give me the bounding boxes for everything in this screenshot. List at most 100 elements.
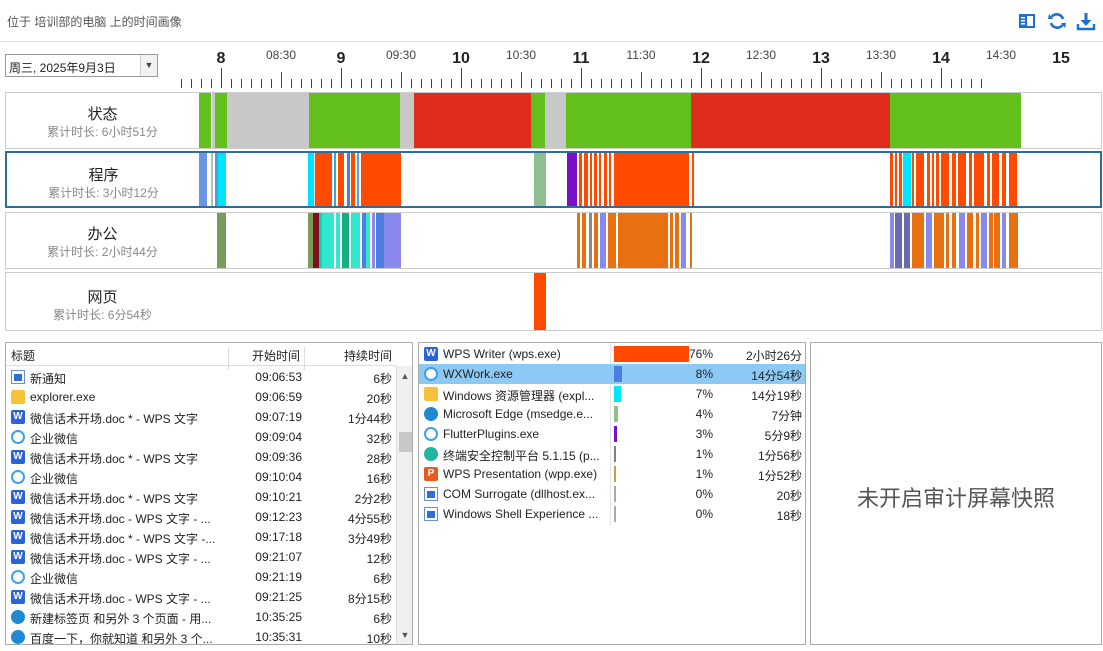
timeline-segment[interactable] bbox=[217, 213, 226, 268]
timeline-segment[interactable] bbox=[904, 213, 910, 268]
timeline-segment[interactable] bbox=[992, 153, 999, 206]
list-item[interactable]: P WPS Presentation (wpp.exe) 1% 1分52秒 bbox=[419, 464, 805, 484]
timeline-segment[interactable] bbox=[545, 93, 566, 148]
timeline-segment[interactable] bbox=[890, 213, 894, 268]
timeline-segment[interactable] bbox=[604, 153, 607, 206]
timeline-segment[interactable] bbox=[594, 213, 598, 268]
timeline-segment[interactable] bbox=[926, 213, 932, 268]
timeline-segment[interactable] bbox=[952, 153, 956, 206]
table-row[interactable]: W 微信话术开场.doc - WPS 文字 - ... 09:21:07 12秒 bbox=[6, 547, 396, 567]
timeline-segment[interactable] bbox=[384, 213, 401, 268]
timeline-segment[interactable] bbox=[590, 153, 592, 206]
timeline-segment[interactable] bbox=[309, 93, 400, 148]
timeline-segment[interactable] bbox=[690, 213, 692, 268]
timeline-segment[interactable] bbox=[361, 153, 401, 206]
list-item[interactable]: WXWork.exe 8% 14分54秒 bbox=[419, 364, 805, 384]
timeline-segment[interactable] bbox=[199, 93, 211, 148]
timeline-segment[interactable] bbox=[308, 153, 314, 206]
timeline-segment[interactable] bbox=[582, 213, 586, 268]
timeline-segment[interactable] bbox=[579, 153, 582, 206]
timeline-segment[interactable] bbox=[376, 213, 384, 268]
timeline-segment[interactable] bbox=[534, 273, 546, 330]
timeline-segment[interactable] bbox=[215, 153, 218, 206]
timeline-segment[interactable] bbox=[691, 93, 699, 148]
download-icon[interactable] bbox=[1076, 11, 1096, 31]
timeline-segment[interactable] bbox=[534, 153, 546, 206]
timeline-segment[interactable] bbox=[227, 93, 309, 148]
timeline-segment[interactable] bbox=[577, 213, 580, 268]
timeline-segment[interactable] bbox=[932, 153, 934, 206]
timeline-segment[interactable] bbox=[372, 213, 375, 268]
column-title[interactable]: 标题 bbox=[11, 349, 36, 363]
column-duration[interactable]: 持续时间 bbox=[344, 349, 393, 363]
date-selector[interactable]: 周三, 2025年9月3日 ▼ bbox=[5, 54, 158, 77]
timeline-segment[interactable] bbox=[589, 213, 592, 268]
timeline-segment[interactable] bbox=[681, 213, 686, 268]
timeline-segment[interactable] bbox=[319, 213, 322, 268]
timeline-segment[interactable] bbox=[934, 213, 944, 268]
table-row[interactable]: 企业微信 09:09:04 32秒 bbox=[6, 427, 396, 447]
timeline-segment[interactable] bbox=[895, 213, 902, 268]
list-item[interactable]: FlutterPlugins.exe 3% 5分9秒 bbox=[419, 424, 805, 444]
timeline-segment[interactable] bbox=[989, 213, 993, 268]
timeline-segment[interactable] bbox=[994, 213, 1000, 268]
timeline-segment[interactable] bbox=[342, 213, 349, 268]
timeline-segment[interactable] bbox=[600, 213, 606, 268]
timeline-segment[interactable] bbox=[313, 213, 319, 268]
table-row[interactable]: explorer.exe 09:06:59 20秒 bbox=[6, 387, 396, 407]
table-row[interactable]: W 微信话术开场.doc * - WPS 文字 09:07:19 1分44秒 bbox=[6, 407, 396, 427]
timeline-segment[interactable] bbox=[1009, 153, 1017, 206]
table-row[interactable]: 新建标签页 和另外 3 个页面 - 用... 10:35:25 6秒 bbox=[6, 607, 396, 627]
timeline-segment[interactable] bbox=[618, 213, 668, 268]
list-item[interactable]: W WPS Writer (wps.exe) 76% 2小时26分 bbox=[419, 344, 805, 364]
timeline-segment[interactable] bbox=[987, 153, 990, 206]
timeline-segment[interactable] bbox=[308, 213, 313, 268]
timeline-segment[interactable] bbox=[414, 93, 531, 148]
timeline-segment[interactable] bbox=[895, 153, 897, 206]
table-row[interactable]: 企业微信 09:21:19 6秒 bbox=[6, 567, 396, 587]
timeline-segment[interactable] bbox=[941, 153, 949, 206]
timeline-segment[interactable] bbox=[890, 93, 1021, 148]
timeline-segment[interactable] bbox=[903, 153, 911, 206]
timeline-segment[interactable] bbox=[1002, 213, 1006, 268]
timeline-segment[interactable] bbox=[958, 153, 966, 206]
timeline-segment[interactable] bbox=[608, 213, 616, 268]
timeline-segment[interactable] bbox=[959, 213, 965, 268]
timeline-segment[interactable] bbox=[362, 213, 366, 268]
timeline-segment[interactable] bbox=[351, 213, 360, 268]
timeline-segment[interactable] bbox=[890, 153, 893, 206]
scroll-down-icon[interactable]: ▼ bbox=[400, 630, 410, 640]
table-row[interactable]: W 微信话术开场.doc * - WPS 文字 09:09:36 28秒 bbox=[6, 447, 396, 467]
timeline-segment[interactable] bbox=[347, 153, 350, 206]
scroll-thumb[interactable] bbox=[399, 432, 412, 452]
timeline-segment[interactable] bbox=[211, 153, 213, 206]
timeline-segment[interactable] bbox=[599, 153, 601, 206]
column-start[interactable]: 开始时间 bbox=[252, 349, 301, 363]
timeline-segment[interactable] bbox=[912, 153, 914, 206]
chevron-down-icon[interactable]: ▼ bbox=[140, 55, 157, 76]
timeline-segment[interactable] bbox=[400, 93, 414, 148]
scroll-up-icon[interactable]: ▲ bbox=[400, 371, 410, 381]
timeline-segment[interactable] bbox=[952, 213, 956, 268]
timeline-segment[interactable] bbox=[212, 93, 215, 148]
timeline-segment[interactable] bbox=[357, 153, 359, 206]
table-row[interactable]: W 微信话术开场.doc * - WPS 文字 09:10:21 2分2秒 bbox=[6, 487, 396, 507]
refresh-icon[interactable] bbox=[1047, 11, 1067, 31]
timeline-segment[interactable] bbox=[218, 153, 226, 206]
timeline-segment[interactable] bbox=[967, 213, 973, 268]
list-item[interactable]: Windows 资源管理器 (expl... 7% 14分19秒 bbox=[419, 384, 805, 404]
list-item[interactable]: Microsoft Edge (msedge.e... 4% 7分钟 bbox=[419, 404, 805, 424]
timeline-segment[interactable] bbox=[670, 213, 673, 268]
timeline-segment[interactable] bbox=[315, 153, 332, 206]
table-row[interactable]: 新通知 09:06:53 6秒 bbox=[6, 367, 396, 387]
timeline-segment[interactable] bbox=[199, 153, 207, 206]
timeline-segment[interactable] bbox=[614, 153, 689, 206]
timeline-segment[interactable] bbox=[981, 213, 987, 268]
timeline-segment[interactable] bbox=[567, 153, 577, 206]
track-program[interactable]: 程序 累计时长: 3小时12分 bbox=[5, 151, 1102, 208]
track-web[interactable]: 网页 累计时长: 6分54秒 bbox=[5, 272, 1102, 331]
timeline-segment[interactable] bbox=[334, 153, 336, 206]
timeline-segment[interactable] bbox=[916, 153, 924, 206]
timeline-segment[interactable] bbox=[927, 153, 930, 206]
list-item[interactable]: 终端安全控制平台 5.1.15 (p... 1% 1分56秒 bbox=[419, 444, 805, 464]
